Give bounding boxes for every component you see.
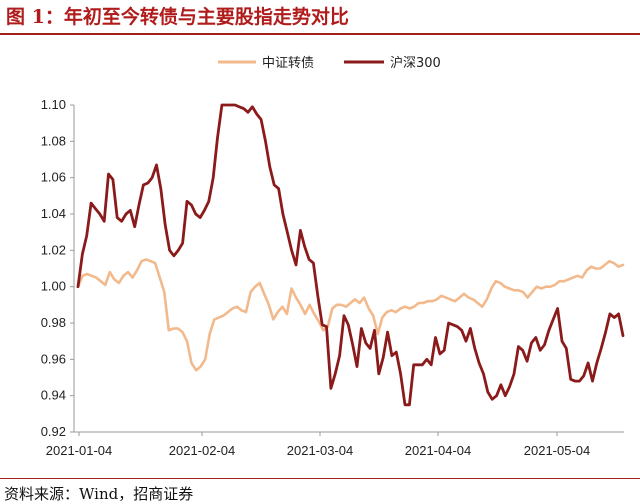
- y-tick-label: 1.04: [41, 206, 66, 221]
- x-tick-label: 2021-03-04: [287, 443, 354, 458]
- chart-series: [76, 103, 625, 407]
- y-tick-label: 1.06: [41, 170, 66, 185]
- series-line-hs300: [76, 103, 625, 407]
- y-tick-label: 1.00: [41, 279, 66, 294]
- y-tick-label: 1.10: [41, 97, 66, 112]
- chart-axes: 1.10 1.08 1.06 1.04 1.02 1.00 0.98 0.96 0.94 0.92…: [41, 97, 624, 458]
- series-line-zhongzheng: [76, 258, 625, 372]
- line-chart: 中证转债 沪深300 1.10 1.08 1.06 1.04 1.02 1.00 0.98 0…: [41, 55, 625, 458]
- legend-label-zhongzheng: 中证转债: [262, 56, 314, 71]
- x-tick-label: 2021-05-04: [524, 443, 591, 458]
- chart-legend: 中证转债 沪深300: [218, 55, 441, 71]
- y-tick-label: 1.08: [41, 133, 66, 148]
- source-divider: [0, 478, 640, 479]
- x-tick-label: 2021-04-04: [405, 443, 472, 458]
- page-title: 图 1：年初至今转债与主要股指走势对比: [6, 6, 349, 28]
- y-tick-label: 0.94: [41, 388, 66, 403]
- x-tick-label: 2021-01-04: [46, 443, 113, 458]
- legend-label-hs300: 沪深300: [390, 55, 441, 71]
- y-tick-label: 0.96: [41, 351, 66, 366]
- source-note: 资料来源：Wind，招商证券: [4, 485, 194, 503]
- x-tick-label: 2021-02-04: [169, 443, 236, 458]
- y-tick-label: 0.98: [41, 315, 66, 330]
- y-tick-label: 0.92: [41, 424, 66, 439]
- title-divider: [0, 33, 640, 35]
- y-tick-label: 1.02: [41, 242, 66, 257]
